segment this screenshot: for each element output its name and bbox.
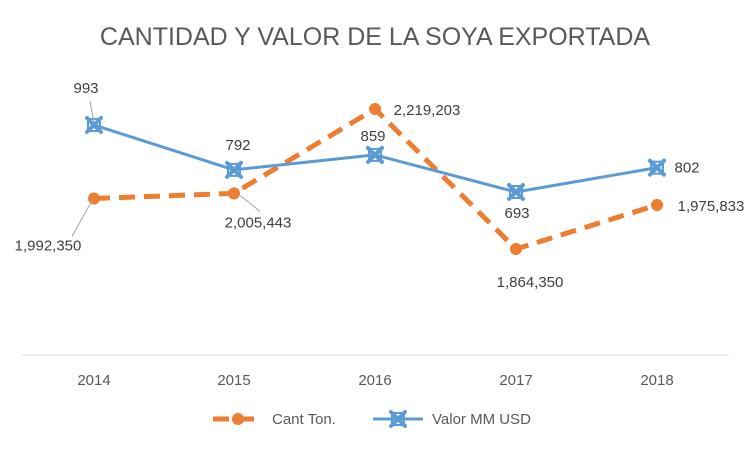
- point-1-2: [366, 145, 384, 164]
- point-0-3: [510, 243, 522, 255]
- data-label-1-0: 993: [73, 80, 98, 97]
- data-label-1-4: 802: [674, 160, 699, 177]
- point-1-3: [507, 183, 525, 201]
- legend-label-valor-mm-usd: Valor MM USD: [432, 411, 531, 428]
- data-label-1-2: 859: [360, 128, 385, 145]
- series-cant-ton: [88, 103, 663, 255]
- point-0-0: [88, 192, 100, 205]
- point-1-4: [648, 158, 666, 177]
- series-valor-mm-usd: [85, 116, 666, 201]
- data-label-0-1: 2,005,443: [225, 214, 292, 231]
- legend-label-cant-ton: Cant Ton.: [272, 411, 336, 428]
- data-labels: 1,992,350 2,005,443 2,219,203 1,864,350 1,97…: [15, 80, 745, 291]
- data-label-0-3: 1,864,350: [497, 274, 564, 291]
- point-0-4: [651, 199, 663, 212]
- series-layer: [85, 103, 666, 255]
- point-1-0: [85, 116, 103, 134]
- x-tick-labels: 2014 2015 2016 2017 2018: [77, 372, 673, 389]
- chart-title: CANTIDAD Y VALOR DE LA SOYA EXPORTADA: [100, 23, 651, 51]
- legend-entry-cant-ton: Cant Ton.: [213, 411, 336, 428]
- legend-entry-valor-mm-usd: Valor MM USD: [373, 410, 531, 428]
- leader-line-0-0: [71, 200, 93, 237]
- x-tick-label-2016: 2016: [358, 372, 391, 389]
- data-label-0-2: 2,219,203: [394, 102, 461, 119]
- data-label-1-3: 693: [504, 205, 529, 222]
- leader-line-1-0: [89, 100, 95, 124]
- legend: Cant Ton. Valor MM USD: [213, 410, 531, 428]
- x-tick-label-2018: 2018: [640, 372, 673, 389]
- x-tick-label-2014: 2014: [77, 372, 110, 389]
- x-tick-label-2015: 2015: [217, 372, 250, 389]
- data-label-0-0: 1,992,350: [15, 238, 82, 255]
- point-0-2: [369, 103, 381, 115]
- data-label-0-4: 1,975,833: [678, 198, 745, 215]
- data-label-1-1: 792: [225, 137, 250, 154]
- x-tick-label-2017: 2017: [499, 372, 532, 389]
- point-1-1: [225, 160, 243, 179]
- point-0-1: [228, 187, 240, 200]
- leader-line-0-1: [239, 194, 261, 212]
